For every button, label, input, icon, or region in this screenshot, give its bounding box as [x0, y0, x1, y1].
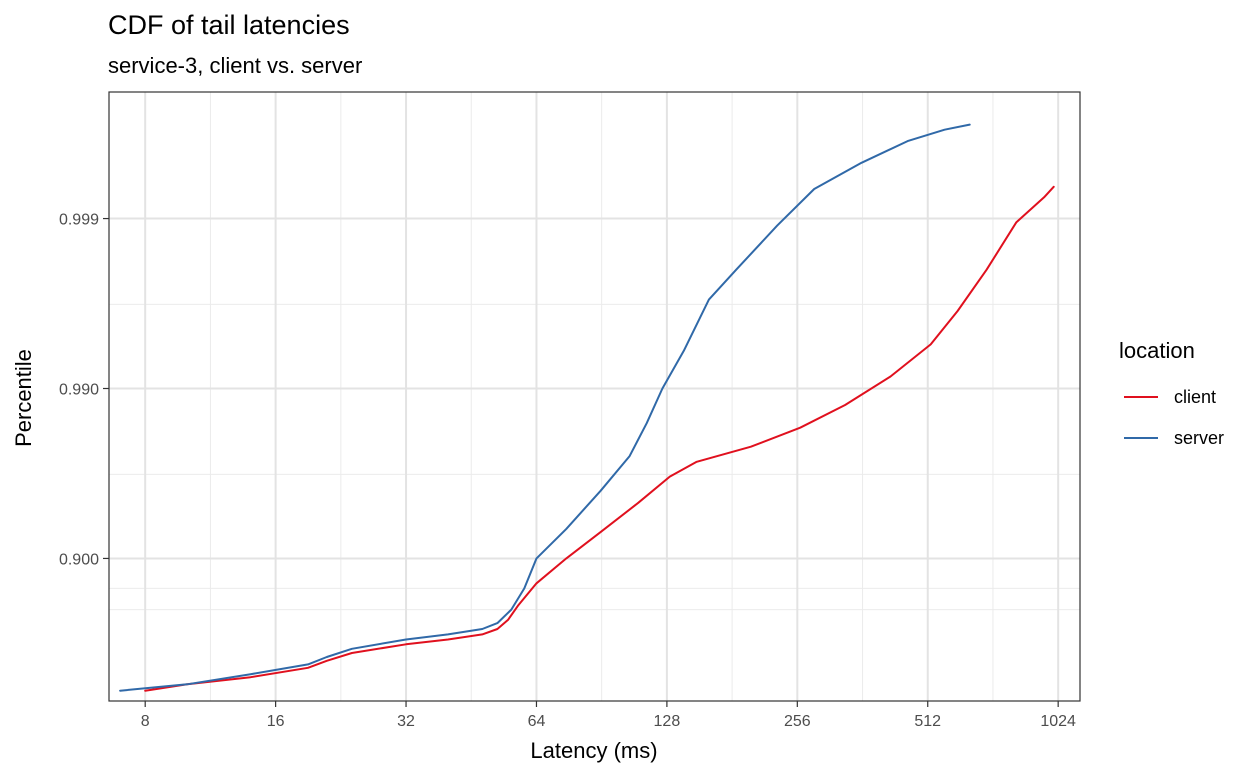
x-tick-label: 256 — [784, 713, 811, 730]
legend-label-client: client — [1174, 387, 1216, 407]
y-tick-label: 0.900 — [59, 551, 99, 568]
plot-border — [108, 91, 1081, 702]
legend: location client server — [1119, 338, 1224, 448]
x-tick-label: 1024 — [1040, 713, 1076, 730]
y-tick-label: 0.990 — [59, 382, 99, 399]
y-tick-label: 0.999 — [59, 212, 99, 229]
x-tick-label: 64 — [528, 713, 546, 730]
series-line-server — [119, 123, 971, 692]
chart-title: CDF of tail latencies — [108, 10, 350, 40]
plot-background — [109, 92, 1080, 701]
series-line-client — [144, 185, 1055, 692]
x-tick-label: 512 — [914, 713, 941, 730]
chart-subtitle: service-3, client vs. server — [108, 53, 362, 78]
legend-label-server: server — [1174, 428, 1224, 448]
x-axis-title: Latency (ms) — [530, 738, 657, 763]
legend-title: location — [1119, 338, 1195, 363]
x-tick-label: 32 — [397, 713, 415, 730]
y-axis-title: Percentile — [11, 349, 36, 447]
x-tick-label: 128 — [654, 713, 681, 730]
plot-area: 8 16 32 64 128 256 512 1024 0.900 0.990 0.999 — [59, 91, 1081, 730]
x-tick-label: 8 — [141, 713, 150, 730]
x-tick-label: 16 — [267, 713, 285, 730]
